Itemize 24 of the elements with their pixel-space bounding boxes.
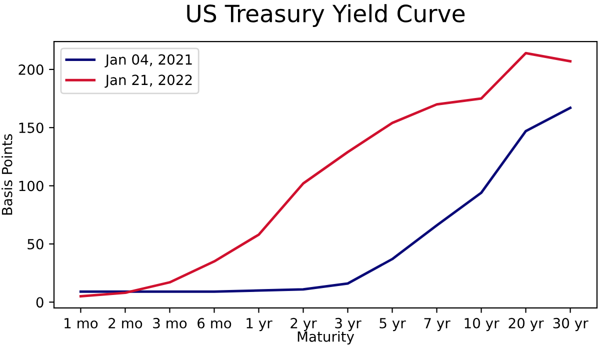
x-axis-title: Maturity xyxy=(298,331,354,345)
x-tick-label: 1 yr xyxy=(246,318,272,332)
chart-title: US Treasury Yield Curve xyxy=(187,4,465,27)
y-tick-label: 100 xyxy=(19,180,44,192)
x-tick-label: 3 yr xyxy=(335,318,362,332)
x-tick-label: 20 yr xyxy=(508,318,544,332)
x-tick-label: 1 mo xyxy=(64,318,98,328)
y-tick-label: 50 xyxy=(28,238,44,250)
x-tick-label: 2 yr xyxy=(290,318,317,332)
legend-label: Jan 04, 2021 xyxy=(104,54,192,68)
line-series xyxy=(79,52,572,298)
x-tick-label: 7 yr xyxy=(424,318,450,332)
x-tick-label: 2 mo xyxy=(108,318,142,328)
x-tick-label: 10 yr xyxy=(464,318,500,332)
y-axis-title: Basis Points xyxy=(2,134,12,215)
y-tick-label: 0 xyxy=(36,297,44,308)
y-tick-label: 200 xyxy=(18,64,44,75)
x-tick-label: 6 mo xyxy=(198,318,232,328)
line-series xyxy=(79,106,572,293)
y-tick-label: 150 xyxy=(19,122,44,134)
legend-label: Jan 21, 2022 xyxy=(104,74,192,88)
x-tick-label: 5 yr xyxy=(380,318,406,332)
x-tick-label: 30 yr xyxy=(553,318,588,332)
x-tick-label: 3 mo xyxy=(153,318,187,328)
